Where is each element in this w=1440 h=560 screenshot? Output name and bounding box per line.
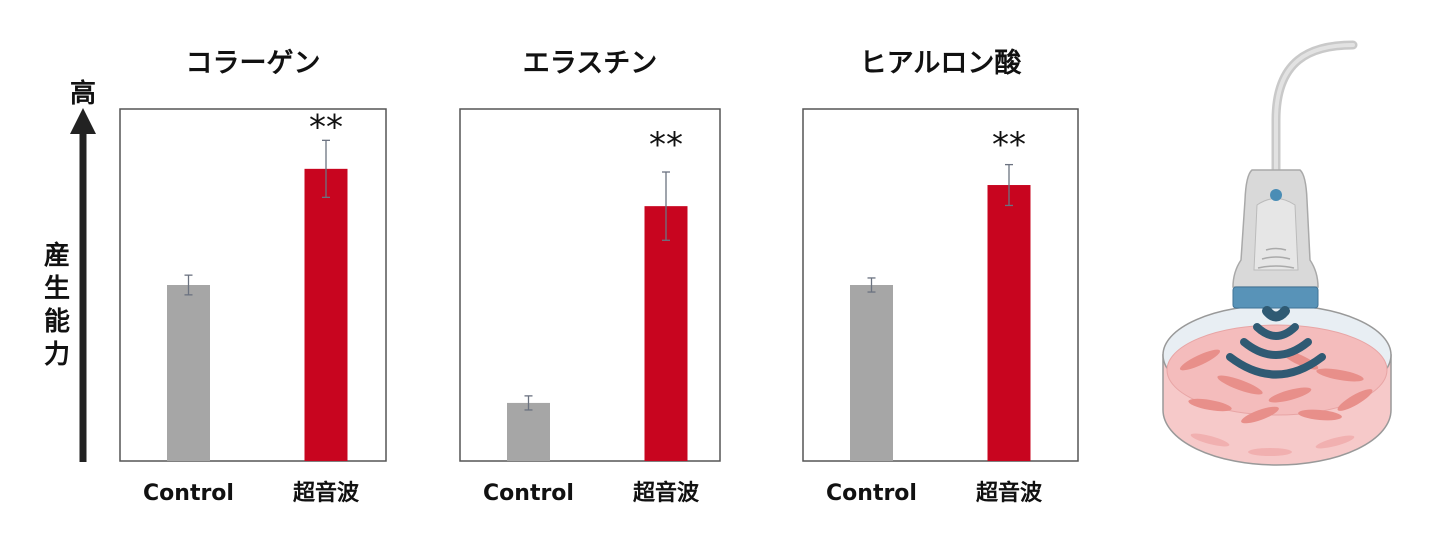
y-axis-high-label: 高 (70, 78, 96, 109)
chart-panel: ヒアルロン酸 Control 超音波 ** (802, 48, 1079, 506)
ultrasound-probe-petri-dish-icon (1162, 40, 1392, 466)
y-axis-label-char: 力 (44, 340, 70, 370)
chart-panel: コラーゲン Control 超音波 ** (119, 48, 387, 506)
probe-button-icon (1270, 189, 1282, 201)
cells (1179, 349, 1373, 424)
plot-frame (802, 108, 1079, 462)
significance-marker: ** (309, 107, 343, 147)
bar-ultrasound (644, 206, 688, 461)
error-bar (322, 139, 330, 199)
error-bar (184, 274, 193, 296)
chart-panel: エラスチン Control 超音波 ** (459, 48, 721, 506)
bar-ultrasound (987, 185, 1031, 462)
x-tick-label: 超音波 (633, 480, 700, 506)
probe-head (1232, 286, 1319, 309)
error-bar (1005, 163, 1013, 207)
y-axis-arrow-head-icon (70, 108, 96, 134)
bar-control (507, 402, 550, 461)
significance-marker: ** (649, 125, 683, 165)
error-bar (867, 277, 876, 293)
x-tick-label: Control (483, 481, 574, 506)
x-tick-label: 超音波 (293, 480, 360, 506)
bar-control (850, 285, 893, 461)
bar-ultrasound (304, 168, 348, 461)
x-tick-label: 超音波 (976, 480, 1043, 506)
error-bar (524, 395, 533, 411)
bar-control (167, 285, 210, 461)
chart-title: エラスチン (523, 48, 657, 79)
x-tick-label: Control (143, 481, 234, 506)
probe-cable (1271, 40, 1358, 175)
y-axis-label-char: 生 (44, 274, 70, 304)
x-tick-label: Control (826, 481, 917, 506)
chart-title: ヒアルロン酸 (860, 48, 1023, 79)
chart-title: コラーゲン (186, 48, 321, 79)
culture-medium (1166, 324, 1388, 416)
y-axis-label-char: 能 (44, 306, 70, 337)
y-axis-label-char: 産 (44, 240, 70, 271)
significance-marker: ** (992, 125, 1026, 165)
y-axis: 高 産 生 能 力 (44, 78, 96, 462)
ultrasound-waves-icon (1226, 306, 1326, 379)
error-bar (662, 171, 670, 241)
